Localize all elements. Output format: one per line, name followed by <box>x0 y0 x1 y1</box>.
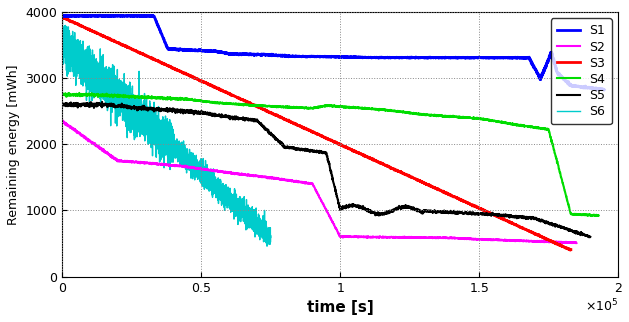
S3 <box>85 27 92 31</box>
S3 <box>58 15 66 19</box>
Legend: S1, S2, S3, S4, S5, S6: S1, S2, S3, S4, S5, S6 <box>551 18 612 124</box>
Line: S6: S6 <box>62 21 270 246</box>
S4 <box>152 96 159 99</box>
Line: S4: S4 <box>62 93 599 216</box>
S5 <box>261 127 269 130</box>
S4 <box>526 125 534 128</box>
Y-axis label: Remaining energy [mWh]: Remaining energy [mWh] <box>7 64 20 224</box>
S6 <box>138 119 146 123</box>
S2 <box>58 120 66 124</box>
S2 <box>563 240 571 244</box>
S1 <box>590 87 598 90</box>
S2 <box>117 159 125 163</box>
S6 <box>194 165 202 169</box>
S1 <box>58 14 66 18</box>
S6 <box>58 45 66 49</box>
Text: $\times10^5$: $\times10^5$ <box>585 298 618 314</box>
S2 <box>568 241 576 245</box>
Line: S2: S2 <box>62 120 576 243</box>
S2 <box>148 162 155 166</box>
S1 <box>532 67 539 71</box>
Line: S1: S1 <box>62 15 604 90</box>
S2 <box>256 174 264 178</box>
S6 <box>184 157 191 161</box>
S2 <box>572 241 580 245</box>
S3 <box>292 122 300 126</box>
S5 <box>98 100 106 104</box>
S1 <box>153 20 160 24</box>
S1 <box>601 88 608 91</box>
S6 <box>264 244 271 248</box>
S5 <box>284 146 292 150</box>
S6 <box>267 235 274 239</box>
S6 <box>58 19 66 23</box>
S1 <box>600 88 608 92</box>
S6 <box>230 202 237 206</box>
S1 <box>120 14 128 18</box>
S1 <box>96 13 104 17</box>
S5 <box>150 109 158 113</box>
Line: S3: S3 <box>62 17 571 250</box>
S4 <box>120 95 127 99</box>
S3 <box>552 242 560 245</box>
S1 <box>290 54 298 58</box>
X-axis label: time [s]: time [s] <box>307 300 374 315</box>
S4 <box>287 105 295 109</box>
S3 <box>306 128 314 132</box>
S5 <box>586 235 593 239</box>
S5 <box>576 232 584 236</box>
S4 <box>58 93 66 97</box>
S6 <box>214 198 221 202</box>
S1 <box>267 54 274 58</box>
S5 <box>587 235 594 239</box>
S6 <box>96 86 104 90</box>
Line: S5: S5 <box>62 102 591 237</box>
S5 <box>520 216 527 220</box>
S5 <box>119 104 126 108</box>
S2 <box>59 118 67 122</box>
S3 <box>459 199 467 203</box>
S5 <box>58 104 66 108</box>
S3 <box>58 15 66 19</box>
S3 <box>553 242 560 246</box>
S4 <box>595 213 603 217</box>
S2 <box>508 238 515 242</box>
S4 <box>584 213 592 217</box>
S4 <box>264 104 272 108</box>
S2 <box>278 178 286 182</box>
S3 <box>567 248 575 251</box>
S4 <box>588 214 596 218</box>
S4 <box>75 91 83 95</box>
S3 <box>567 248 574 252</box>
